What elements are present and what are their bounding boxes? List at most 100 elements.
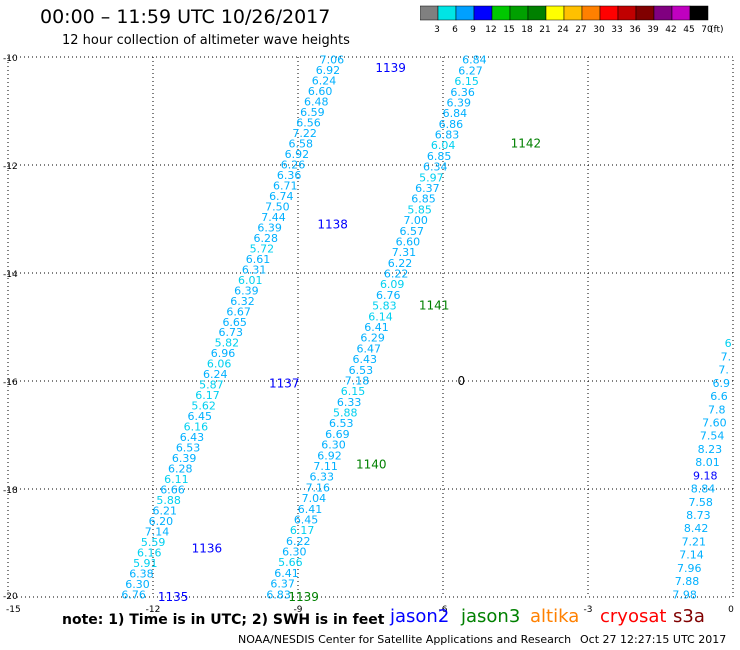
wave-height-value: 6.84 bbox=[462, 54, 487, 67]
colorbar-swatch bbox=[689, 5, 709, 21]
wave-height-value: 7.11 bbox=[313, 460, 338, 473]
wave-height-value: 6.39 bbox=[234, 284, 259, 297]
wave-height-value: 5.87 bbox=[199, 379, 224, 392]
legend-cryosat: cryosat bbox=[600, 606, 667, 627]
wave-height-value: 6.17 bbox=[195, 389, 220, 402]
wave-height-value: 6.60 bbox=[308, 85, 333, 98]
wave-height-value: 7.16 bbox=[306, 481, 331, 494]
wave-height-value: 5.88 bbox=[156, 494, 181, 507]
wave-height-value: 6.92 bbox=[316, 64, 341, 77]
wave-height-value: 6.27 bbox=[458, 64, 483, 77]
wave-height-value: 6 bbox=[725, 337, 732, 350]
wave-height-value: 8.84 bbox=[691, 483, 716, 496]
wave-height-value: 6.30 bbox=[321, 439, 346, 452]
wave-height-value: 6.86 bbox=[439, 118, 464, 131]
wave-height-value: 7. bbox=[718, 364, 729, 377]
wave-height-value: 6.47 bbox=[356, 342, 381, 355]
wave-height-value: 7.18 bbox=[345, 374, 370, 387]
wave-height-value: 7.14 bbox=[679, 549, 704, 562]
wave-height-value: 7.31 bbox=[392, 246, 417, 259]
wave-height-value: 6.22 bbox=[384, 268, 409, 281]
wave-height-value: 6.36 bbox=[450, 86, 475, 99]
wave-height-value: 6.53 bbox=[349, 364, 374, 377]
pass-label: 1139 bbox=[375, 61, 406, 75]
wave-height-value: 6.15 bbox=[454, 75, 479, 88]
wave-height-value: 6.15 bbox=[341, 385, 366, 398]
wave-height-value: 6.28 bbox=[168, 463, 193, 476]
wave-height-value: 7.44 bbox=[261, 211, 286, 224]
x-tick-label: -9 bbox=[294, 605, 303, 615]
wave-height-value: 5.91 bbox=[133, 557, 158, 570]
wave-height-value: 6.41 bbox=[364, 321, 389, 334]
colorbar-label: 27 bbox=[575, 25, 586, 34]
wave-height-value: 6.83 bbox=[435, 129, 460, 142]
y-tick-label: -20 bbox=[3, 592, 18, 602]
wave-height-value: 6.43 bbox=[180, 431, 205, 444]
wave-height-value: 7.88 bbox=[675, 575, 700, 588]
wave-height-value: 9.18 bbox=[693, 469, 718, 482]
wave-height-value: 6.59 bbox=[300, 106, 325, 119]
pass-label: 1139 bbox=[288, 590, 319, 604]
x-tick-label: -6 bbox=[439, 605, 448, 615]
wave-height-value: 7.98 bbox=[672, 588, 697, 601]
wave-height-value: 6.53 bbox=[329, 417, 354, 430]
wave-height-value: 6.71 bbox=[273, 179, 298, 192]
wave-height-value: 6.30 bbox=[125, 578, 150, 591]
y-tick-label: -16 bbox=[3, 378, 18, 388]
pass-label: 1135 bbox=[158, 590, 189, 604]
wave-height-value: 6.24 bbox=[203, 368, 228, 381]
wave-height-value: 5.88 bbox=[333, 407, 358, 420]
y-tick-label: -10 bbox=[3, 54, 18, 64]
wave-height-value: 6.76 bbox=[121, 588, 146, 601]
wave-height-value: 6.85 bbox=[411, 193, 436, 206]
pass-label: 1137 bbox=[269, 377, 300, 391]
wave-height-value: 5.66 bbox=[278, 556, 303, 569]
colorbar-label: 15 bbox=[503, 25, 514, 34]
y-tick-label: -12 bbox=[3, 162, 18, 172]
wave-height-value: 5.72 bbox=[250, 242, 275, 255]
wave-height-value: 6.84 bbox=[443, 107, 468, 120]
wave-height-value: 6.57 bbox=[400, 225, 425, 238]
legend-jason2: jason2 bbox=[390, 606, 450, 627]
wave-height-value: 7.58 bbox=[688, 496, 713, 509]
wave-height-value: 6.11 bbox=[164, 473, 189, 486]
wave-height-value: 6.58 bbox=[288, 138, 313, 151]
wave-height-value: 7.22 bbox=[292, 127, 317, 140]
wave-height-value: 6.22 bbox=[388, 257, 413, 270]
wave-height-value: 6.14 bbox=[368, 310, 393, 323]
wave-height-value: 6.30 bbox=[282, 546, 307, 559]
wave-height-value: 6.56 bbox=[296, 117, 321, 130]
wave-height-value: 7.04 bbox=[302, 492, 327, 505]
wave-height-value: 6.38 bbox=[129, 567, 154, 580]
wave-height-value: 6.53 bbox=[176, 442, 201, 455]
pass-label: 1142 bbox=[511, 136, 542, 150]
wave-height-value: 6.31 bbox=[242, 263, 267, 276]
wave-height-value: 6.92 bbox=[317, 449, 342, 462]
wave-height-value: 7.50 bbox=[265, 200, 290, 213]
wave-height-value: 8.01 bbox=[695, 456, 720, 469]
wave-height-value: 6.37 bbox=[270, 578, 295, 591]
wave-height-value: 6.17 bbox=[290, 524, 315, 537]
wave-height-value: 6.16 bbox=[184, 421, 209, 434]
wave-height-value: 7.14 bbox=[145, 525, 170, 538]
wave-height-value: 6.34 bbox=[423, 161, 448, 174]
wave-height-value: 6.37 bbox=[415, 182, 440, 195]
wave-height-value: 6.69 bbox=[325, 428, 350, 441]
wave-height-value: 6.45 bbox=[187, 410, 212, 423]
wave-height-value: 6.41 bbox=[274, 567, 299, 580]
colorbar-label: 12 bbox=[485, 25, 496, 34]
wave-height-value: 6.45 bbox=[294, 513, 319, 526]
wave-height-value: 5.59 bbox=[141, 536, 166, 549]
wave-height-value: 6.06 bbox=[207, 358, 232, 371]
map-title: 00:00 – 11:59 UTC 10/26/2017 bbox=[40, 6, 331, 28]
wave-height-value: 7.06 bbox=[320, 54, 345, 67]
wave-height-value: 6.73 bbox=[219, 326, 244, 339]
wave-height-value: 5.82 bbox=[215, 337, 240, 350]
wave-height-value: 6.39 bbox=[172, 452, 197, 465]
wave-height-value: 6.92 bbox=[285, 148, 310, 161]
wave-height-value: 5.62 bbox=[191, 400, 216, 413]
wave-height-value: 6.21 bbox=[153, 504, 178, 517]
wave-height-value: 6.09 bbox=[380, 278, 405, 291]
credit-line: NOAA/NESDIS Center for Satellite Applica… bbox=[238, 633, 572, 646]
wave-height-value: 6.28 bbox=[254, 232, 279, 245]
